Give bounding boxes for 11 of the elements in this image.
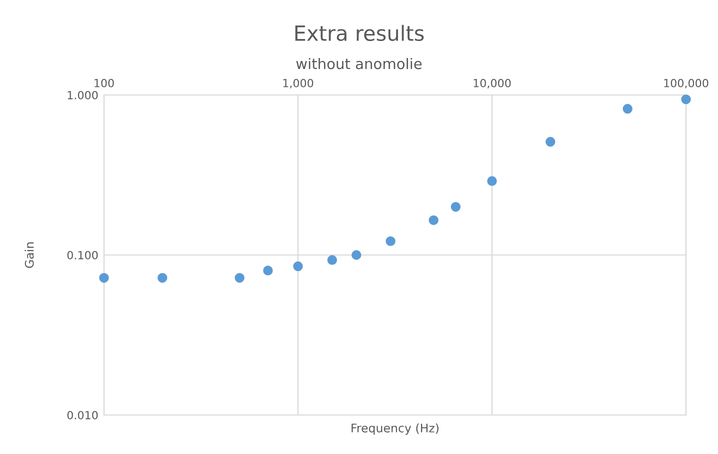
x-tick-label: 10,000 bbox=[474, 78, 511, 88]
x-tick-label: 100,000 bbox=[664, 78, 708, 88]
chart-subtitle: without anomolie bbox=[296, 58, 422, 70]
y-tick-label: 0.100 bbox=[67, 250, 98, 260]
y-tick-label: 0.010 bbox=[67, 410, 98, 420]
y-tick-label: 1.000 bbox=[68, 90, 98, 100]
chart-title: Extra results bbox=[295, 24, 424, 42]
x-axis-title: Frequency (Hz) bbox=[352, 423, 438, 435]
y-axis-title: Gain bbox=[24, 242, 34, 268]
x-tick-label: 100 bbox=[94, 78, 114, 88]
x-tick-label: 1,000 bbox=[283, 78, 314, 88]
